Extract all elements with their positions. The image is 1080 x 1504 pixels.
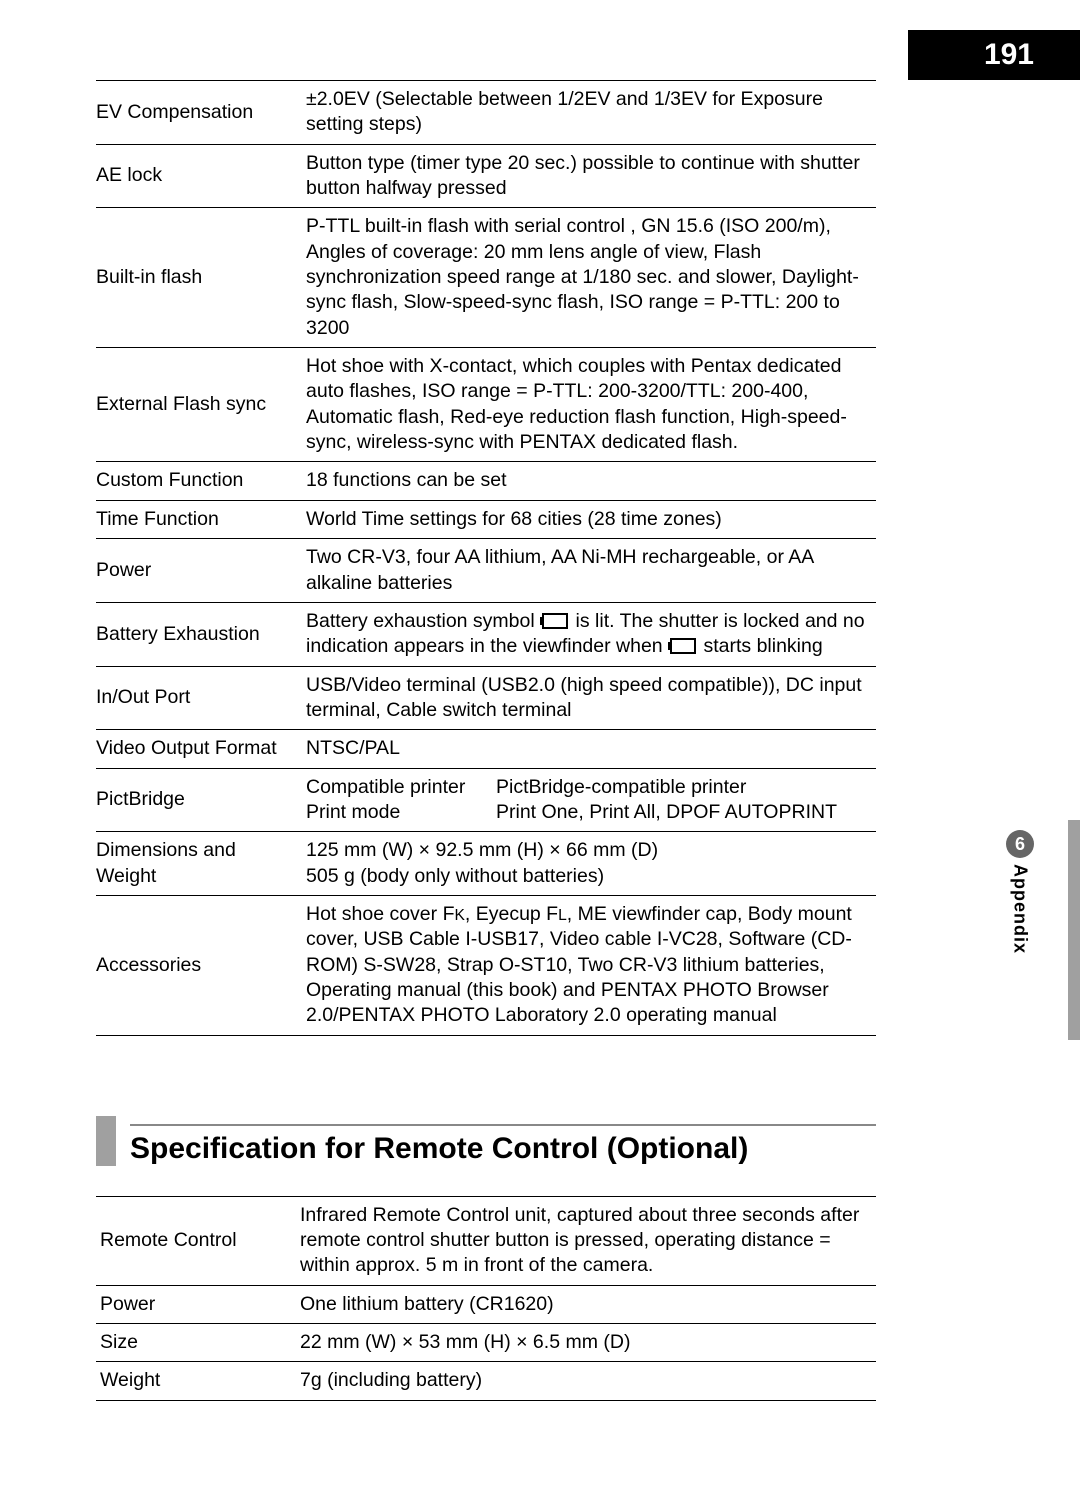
spec-value-line: Hot shoe with X-contact, which couples w…: [306, 354, 872, 455]
spec-value: Hot shoe with X-contact, which couples w…: [306, 348, 876, 462]
side-gray-bar: [1068, 820, 1080, 1040]
table-row: Built-in flashP-TTL built-in flash with …: [96, 208, 876, 348]
remote-spec-table: Remote ControlInfrared Remote Control un…: [96, 1196, 876, 1401]
spec-value-line: 18 functions can be set: [306, 468, 872, 493]
spec-label: Weight: [96, 1362, 296, 1400]
spec-value: Hot shoe cover FK, Eyecup FL, ME viewfin…: [306, 895, 876, 1035]
table-row: PowerTwo CR-V3, four AA lithium, AA Ni-M…: [96, 539, 876, 603]
table-row: Battery ExhaustionBattery exhaustion sym…: [96, 602, 876, 666]
spec-label: Size: [96, 1324, 296, 1362]
spec-value: 125 mm (W) × 92.5 mm (H) × 66 mm (D)505 …: [306, 832, 876, 896]
spec-value: ±2.0EV (Selectable between 1/2EV and 1/3…: [306, 81, 876, 145]
spec-label: External Flash sync: [96, 348, 306, 462]
page-number: 191: [984, 38, 1034, 72]
spec-subrow-left: Print mode: [306, 800, 496, 825]
spec-subrow-right: PictBridge-compatible printer: [496, 775, 872, 800]
spec-value-line: 505 g (body only without batteries): [306, 864, 872, 889]
table-row: In/Out PortUSB/Video terminal (USB2.0 (h…: [96, 666, 876, 730]
appendix-label: Appendix: [1010, 864, 1031, 954]
table-row: PowerOne lithium battery (CR1620): [96, 1285, 876, 1323]
spec-subrow-right: Print One, Print All, DPOF AUTOPRINT: [496, 800, 872, 825]
spec-value: NTSC/PAL: [306, 730, 876, 768]
page: 191 EV Compensation±2.0EV (Selectable be…: [0, 0, 1080, 1504]
spec-value-line: P-TTL built-in flash with serial control…: [306, 214, 872, 341]
spec-label: Remote Control: [96, 1196, 296, 1285]
spec-value: Battery exhaustion symbol is lit. The sh…: [306, 602, 876, 666]
spec-label: Power: [96, 539, 306, 603]
table-row: Weight7g (including battery): [96, 1362, 876, 1400]
spec-label: Time Function: [96, 500, 306, 538]
table-row: Size22 mm (W) × 53 mm (H) × 6.5 mm (D): [96, 1324, 876, 1362]
table-row: Dimensions and Weight125 mm (W) × 92.5 m…: [96, 832, 876, 896]
appendix-number: 6: [1015, 834, 1025, 855]
table-row: Time FunctionWorld Time settings for 68 …: [96, 500, 876, 538]
spec-subrow: Print modePrint One, Print All, DPOF AUT…: [306, 800, 872, 825]
appendix-number-circle: 6: [1006, 830, 1034, 858]
spec-value: USB/Video terminal (USB2.0 (high speed c…: [306, 666, 876, 730]
spec-label: Battery Exhaustion: [96, 602, 306, 666]
table-row: External Flash syncHot shoe with X-conta…: [96, 348, 876, 462]
spec-value: 7g (including battery): [296, 1362, 876, 1400]
section-heading-title: Specification for Remote Control (Option…: [130, 1124, 876, 1166]
spec-value-line: NTSC/PAL: [306, 736, 872, 761]
spec-value: P-TTL built-in flash with serial control…: [306, 208, 876, 348]
battery-icon: [668, 638, 698, 654]
page-number-box: 191: [908, 30, 1080, 80]
spec-value-line: World Time settings for 68 cities (28 ti…: [306, 507, 872, 532]
spec-value: One lithium battery (CR1620): [296, 1285, 876, 1323]
spec-value: World Time settings for 68 cities (28 ti…: [306, 500, 876, 538]
table-row: Video Output FormatNTSC/PAL: [96, 730, 876, 768]
spec-label: In/Out Port: [96, 666, 306, 730]
spec-label: Custom Function: [96, 462, 306, 500]
spec-value: 22 mm (W) × 53 mm (H) × 6.5 mm (D): [296, 1324, 876, 1362]
table-row: PictBridgeCompatible printerPictBridge-c…: [96, 768, 876, 832]
spec-label: Accessories: [96, 895, 306, 1035]
spec-label: Dimensions and Weight: [96, 832, 306, 896]
spec-label: Video Output Format: [96, 730, 306, 768]
spec-label: Power: [96, 1285, 296, 1323]
spec-value-line: USB/Video terminal (USB2.0 (high speed c…: [306, 673, 872, 724]
main-spec-table: EV Compensation±2.0EV (Selectable betwee…: [96, 80, 876, 1036]
table-row: Custom Function18 functions can be set: [96, 462, 876, 500]
spec-value-line: 125 mm (W) × 92.5 mm (H) × 66 mm (D): [306, 838, 872, 863]
section-heading: Specification for Remote Control (Option…: [96, 1116, 876, 1166]
spec-value: 18 functions can be set: [306, 462, 876, 500]
spec-label: PictBridge: [96, 768, 306, 832]
spec-subrow: Compatible printerPictBridge-compatible …: [306, 775, 872, 800]
table-row: AccessoriesHot shoe cover FK, Eyecup FL,…: [96, 895, 876, 1035]
spec-value: Compatible printerPictBridge-compatible …: [306, 768, 876, 832]
table-row: AE lockButton type (timer type 20 sec.) …: [96, 144, 876, 208]
battery-icon: [540, 613, 570, 629]
spec-label: EV Compensation: [96, 81, 306, 145]
spec-label: Built-in flash: [96, 208, 306, 348]
spec-label: AE lock: [96, 144, 306, 208]
appendix-side-tab: 6 Appendix: [1006, 830, 1034, 954]
spec-subrow-left: Compatible printer: [306, 775, 496, 800]
spec-value: Two CR-V3, four AA lithium, AA Ni-MH rec…: [306, 539, 876, 603]
spec-value-line: Button type (timer type 20 sec.) possibl…: [306, 151, 872, 202]
table-row: EV Compensation±2.0EV (Selectable betwee…: [96, 81, 876, 145]
spec-value: Infrared Remote Control unit, captured a…: [296, 1196, 876, 1285]
table-row: Remote ControlInfrared Remote Control un…: [96, 1196, 876, 1285]
spec-value: Button type (timer type 20 sec.) possibl…: [306, 144, 876, 208]
spec-value-line: Two CR-V3, four AA lithium, AA Ni-MH rec…: [306, 545, 872, 596]
spec-value-line: ±2.0EV (Selectable between 1/2EV and 1/3…: [306, 87, 872, 138]
section-heading-bar: [96, 1116, 116, 1166]
